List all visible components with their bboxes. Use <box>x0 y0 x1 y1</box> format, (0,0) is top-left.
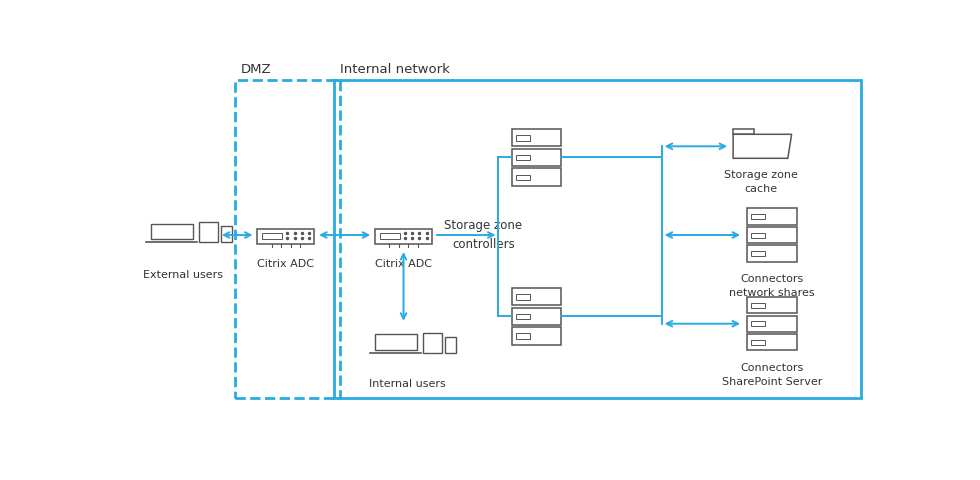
Bar <box>515 294 529 300</box>
Text: DMZ: DMZ <box>241 63 271 76</box>
Bar <box>151 224 193 239</box>
Bar <box>515 155 529 160</box>
Bar <box>379 233 400 239</box>
Bar <box>515 334 529 339</box>
Text: Connectors
network shares: Connectors network shares <box>729 274 814 298</box>
Bar <box>515 314 529 319</box>
Bar <box>515 135 529 141</box>
Bar <box>258 229 315 244</box>
Text: Internal network: Internal network <box>340 63 450 76</box>
Bar <box>512 308 562 325</box>
Bar <box>375 229 432 244</box>
Bar <box>751 321 765 326</box>
Bar <box>423 333 442 353</box>
Text: External users: External users <box>143 270 223 280</box>
Bar <box>333 80 861 397</box>
Bar <box>747 245 797 262</box>
Bar <box>512 168 562 186</box>
Bar <box>512 129 562 146</box>
Bar <box>221 226 232 241</box>
Text: Storage zone
controllers: Storage zone controllers <box>444 219 522 251</box>
Bar <box>262 233 282 239</box>
Bar <box>512 149 562 166</box>
Bar <box>751 340 765 345</box>
Text: Citrix ADC: Citrix ADC <box>375 259 432 269</box>
Bar <box>751 303 765 308</box>
Bar <box>751 251 765 256</box>
Text: Internal users: Internal users <box>368 379 446 389</box>
Bar <box>751 214 765 219</box>
Text: Storage zone
cache: Storage zone cache <box>723 170 798 194</box>
Bar <box>751 233 765 238</box>
Bar <box>515 175 529 180</box>
Polygon shape <box>733 130 754 134</box>
Text: Citrix ADC: Citrix ADC <box>258 259 315 269</box>
Bar <box>375 335 416 350</box>
Bar <box>235 80 340 397</box>
Bar <box>512 288 562 305</box>
Polygon shape <box>733 134 792 158</box>
Bar <box>747 334 797 350</box>
Bar <box>747 297 797 313</box>
Text: Connectors
SharePoint Server: Connectors SharePoint Server <box>721 362 822 386</box>
Bar <box>445 337 456 352</box>
Bar <box>747 208 797 225</box>
Bar <box>747 227 797 243</box>
Bar <box>199 222 218 242</box>
Bar <box>747 315 797 332</box>
Bar <box>512 327 562 345</box>
